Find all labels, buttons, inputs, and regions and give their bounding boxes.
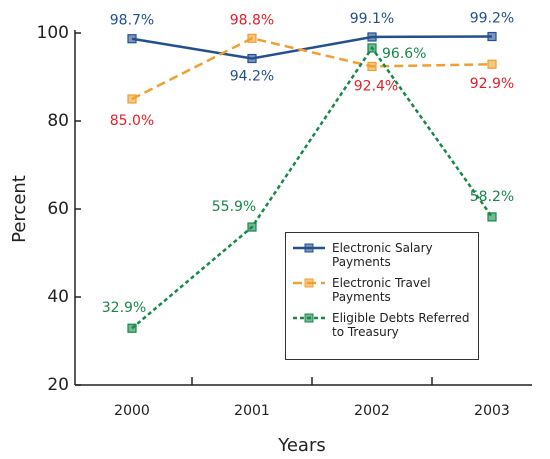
y-tick-label: 40	[47, 287, 69, 307]
point-marker	[127, 34, 137, 44]
point-marker	[127, 323, 137, 333]
x-tick-label: 2001	[234, 403, 270, 419]
data-label: 92.4%	[354, 78, 398, 94]
y-tick-label: 80	[47, 111, 69, 131]
legend-swatch	[293, 313, 325, 323]
y-tick-label: 60	[47, 199, 69, 219]
point-marker	[247, 222, 257, 232]
legend-entry: Eligible Debts Referred to Treasury	[292, 311, 472, 339]
data-label: 98.7%	[110, 13, 154, 29]
data-label: 96.6%	[382, 46, 426, 62]
x-axis-title: Years	[277, 435, 326, 456]
legend-entry: Electronic Travel Payments	[292, 276, 472, 304]
legend: Electronic Salary Payments Electronic Tra…	[285, 232, 479, 360]
legend-label: Electronic Travel Payments	[332, 276, 431, 304]
legend-swatch	[293, 243, 325, 253]
data-label: 99.1%	[350, 11, 394, 27]
y-tick-label: 20	[47, 375, 69, 395]
legend-label: Eligible Debts Referred to Treasury	[332, 311, 470, 339]
point-marker	[247, 33, 257, 43]
data-label: 85.0%	[110, 113, 154, 129]
point-marker	[367, 43, 377, 53]
data-label: 92.9%	[470, 76, 514, 92]
point-marker	[367, 61, 377, 72]
series-line	[131, 35, 493, 60]
point-marker	[487, 59, 497, 69]
point-marker	[247, 53, 257, 64]
point-marker	[127, 94, 137, 104]
data-label: 58.2%	[470, 189, 514, 205]
y-tick-label: 100	[37, 23, 69, 43]
data-label: 99.2%	[470, 11, 514, 27]
point-marker	[367, 32, 377, 42]
legend-swatch	[293, 278, 325, 288]
point-marker	[487, 31, 497, 42]
legend-entry: Electronic Salary Payments	[292, 241, 472, 269]
legend-label: Electronic Salary Payments	[332, 241, 433, 269]
data-label: 55.9%	[212, 199, 256, 215]
point-marker	[487, 212, 497, 222]
series-line	[131, 45, 494, 330]
x-tick-label: 2000	[114, 403, 150, 419]
data-label: 32.9%	[102, 300, 146, 316]
data-label: 94.2%	[230, 69, 274, 85]
x-tick-label: 2002	[354, 403, 390, 419]
x-tick-label: 2003	[474, 403, 510, 419]
series-line	[131, 36, 493, 101]
data-label: 98.8%	[230, 12, 274, 28]
y-axis-title: Percent	[9, 175, 30, 243]
